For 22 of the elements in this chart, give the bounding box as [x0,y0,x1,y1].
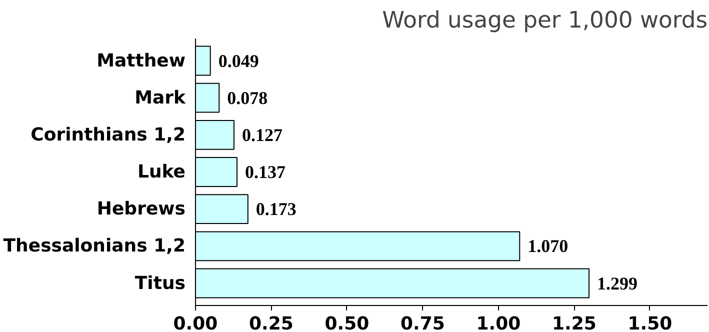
y-tick-label: Luke [138,162,186,182]
y-tick-label: Thessalonians 1,2 [3,236,186,257]
x-tick-label: 1.25 [552,314,596,332]
data-label: 0.137 [245,162,286,182]
y-tick-label: Hebrews [96,198,186,220]
chart-title: Word usage per 1,000 words [382,8,708,34]
data-label: 1.070 [528,236,568,256]
data-label: 1.299 [597,273,638,294]
x-tick-label: 0.75 [400,314,445,332]
x-tick-label: 0.50 [324,314,370,332]
y-tick-label: Titus [134,272,186,294]
y-tick-label: Mark [134,87,187,108]
y-tick-label: Matthew [96,50,186,72]
x-tick-label: 0.00 [173,314,218,332]
data-label: 0.078 [227,88,268,108]
x-tick-label: 1.50 [628,314,672,332]
data-label: 0.049 [218,50,259,71]
y-tick-label: Corinthians 1,2 [30,124,186,146]
x-tick-label: 0.25 [249,314,294,332]
x-tick-label: 1.00 [476,314,521,332]
data-label: 0.173 [256,199,296,220]
data-label: 0.127 [242,124,282,145]
